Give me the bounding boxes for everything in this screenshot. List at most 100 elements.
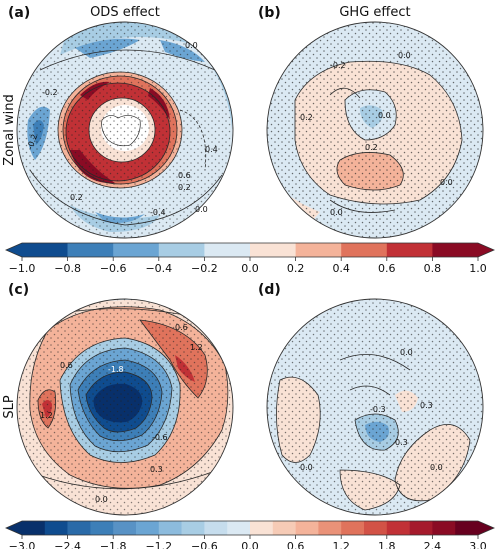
panel-a-title: ODS effect [90, 5, 160, 20]
colorbar-1-extend-high [478, 243, 494, 257]
svg-text:0.2: 0.2 [365, 143, 378, 152]
colorbar-1-tick-label: 0.6 [378, 262, 396, 275]
colorbar-2-bin-2 [67, 521, 91, 535]
colorbar-2-bin-11 [272, 521, 296, 535]
colorbar-1-bin-8 [386, 243, 433, 257]
colorbar-1-bin-6 [295, 243, 342, 257]
svg-text:0.6: 0.6 [60, 361, 73, 370]
contour-labels-c: 0.6 1.2 1.2 0.6 -1.8 -0.6 0.3 0.0 [40, 323, 203, 504]
map-panel-b [267, 22, 483, 238]
colorbar-1-tick-label: 0.8 [424, 262, 442, 275]
svg-text:-1.8: -1.8 [108, 365, 124, 374]
colorbar-2-bin-8 [204, 521, 228, 535]
colorbar-2-tick-label: −1.8 [100, 540, 127, 549]
colorbar-2-bin-7 [181, 521, 205, 535]
svg-text:0.0: 0.0 [398, 51, 411, 60]
colorbar-1-extend-low [6, 243, 22, 257]
colorbar-2-bin-15 [364, 521, 388, 535]
row-label-zonal-wind: Zonal wind [2, 94, 17, 166]
colorbar-1-bin-5 [250, 243, 296, 257]
colorbar-2-tick-label: −2.4 [54, 540, 81, 549]
colorbar-zonal-wind: −1.0 −0.8 −0.6 −0.4 −0.2 0.0 0.2 0.4 0.6 0.8 1.0 [5, 242, 495, 275]
colorbar-1-tick-label: −0.6 [100, 262, 127, 275]
colorbar-1-bin-9 [432, 243, 479, 257]
colorbar-2-extend-low [6, 521, 22, 535]
panel-d-tag: (d) [258, 282, 281, 298]
colorbar-2-tick-label: −0.6 [191, 540, 218, 549]
colorbar-2-bin-6 [158, 521, 182, 535]
svg-text:0.0: 0.0 [378, 111, 391, 120]
svg-text:0.0: 0.0 [400, 348, 413, 357]
svg-text:0.3: 0.3 [395, 438, 408, 447]
svg-text:-0.2: -0.2 [330, 61, 346, 70]
svg-text:0.6: 0.6 [178, 171, 191, 180]
panel-c-tag: (c) [8, 282, 29, 298]
colorbar-1-tick-label: 0.4 [332, 262, 350, 275]
svg-text:0.6: 0.6 [175, 323, 188, 332]
colorbar-2-bin-13 [318, 521, 342, 535]
colorbar-2-tick-label: 0.6 [287, 540, 305, 549]
colorbar-2-bin-17 [409, 521, 433, 535]
colorbar-1-tick-label: −0.4 [145, 262, 172, 275]
colorbar-2-bin-4 [113, 521, 137, 535]
colorbar-2-bin-19 [455, 521, 479, 535]
colorbar-2-bin-10 [250, 521, 274, 535]
svg-text:1.2: 1.2 [190, 343, 203, 352]
colorbar-2-bin-16 [386, 521, 410, 535]
colorbar-1-tick-label: 0.2 [287, 262, 305, 275]
map-panel-a [17, 22, 233, 238]
svg-text:0.0: 0.0 [195, 205, 208, 214]
colorbar-2-tick-label: 2.4 [424, 540, 442, 549]
colorbar-1-bin-1 [67, 243, 114, 257]
map-boundary-a [16, 21, 234, 239]
colorbar-2-bin-0 [22, 521, 46, 535]
svg-text:0.0: 0.0 [95, 495, 108, 504]
colorbar-1-tick-label: 1.0 [469, 262, 487, 275]
svg-text:0.0: 0.0 [185, 41, 198, 50]
contour-labels-b: 0.0 -0.2 0.0 0.2 0.0 0.2 0.0 [300, 51, 453, 217]
colorbar-2-tick-label: 1.8 [378, 540, 396, 549]
svg-text:0.0: 0.0 [430, 463, 443, 472]
svg-text:-0.3: -0.3 [370, 405, 386, 414]
colorbar-2-bin-18 [432, 521, 456, 535]
colorbar-1-bin-0 [22, 243, 68, 257]
panel-b-tag: (b) [258, 5, 281, 21]
colorbar-1-tick-label: −0.2 [191, 262, 218, 275]
map-boundary-c [16, 298, 234, 516]
svg-text:0.2: 0.2 [70, 193, 83, 202]
colorbar-2-bin-1 [44, 521, 68, 535]
map-boundary-b [266, 21, 484, 239]
svg-text:-0.4: -0.4 [150, 208, 166, 217]
colorbar-2-bin-5 [136, 521, 160, 535]
colorbar-2-bin-12 [295, 521, 319, 535]
colorbar-2-bin-3 [90, 521, 114, 535]
colorbar-2-bin-9 [227, 521, 251, 535]
panel-a-tag: (a) [8, 5, 30, 21]
colorbar-2-bin-14 [341, 521, 365, 535]
svg-text:0.2: 0.2 [178, 183, 191, 192]
colorbar-1-bin-2 [113, 243, 160, 257]
row-label-slp: SLP [2, 395, 17, 418]
map-boundary-d [266, 298, 484, 516]
colorbar-2-tick-label: 1.2 [332, 540, 350, 549]
svg-text:-0.6: -0.6 [152, 433, 168, 442]
colorbar-slp: −3.0 −2.4 −1.8 −1.2 −0.6 0.0 0.6 1.2 1.8 2.4 3.0 [5, 520, 495, 549]
colorbar-2-tick-label: 3.0 [469, 540, 487, 549]
svg-text:0.3: 0.3 [420, 401, 433, 410]
svg-text:1.2: 1.2 [40, 411, 53, 420]
svg-text:0.0: 0.0 [440, 178, 453, 187]
colorbar-1-bin-7 [341, 243, 388, 257]
colorbar-2-extend-high [478, 521, 494, 535]
contour-labels-d: 0.0 0.3 -0.3 0.0 0.3 0.0 [300, 348, 443, 472]
colorbar-1-tick-label: −0.8 [54, 262, 81, 275]
colorbar-2-tick-label: −3.0 [9, 540, 36, 549]
panel-b-title: GHG effect [339, 5, 410, 20]
svg-text:0.2: 0.2 [300, 113, 313, 122]
map-panel-c [17, 299, 233, 515]
colorbar-1-tick-label: −1.0 [9, 262, 36, 275]
svg-text:0.4: 0.4 [205, 145, 218, 154]
svg-text:0.3: 0.3 [150, 465, 163, 474]
map-panel-d [267, 299, 483, 515]
colorbar-2-tick-label: −1.2 [145, 540, 172, 549]
